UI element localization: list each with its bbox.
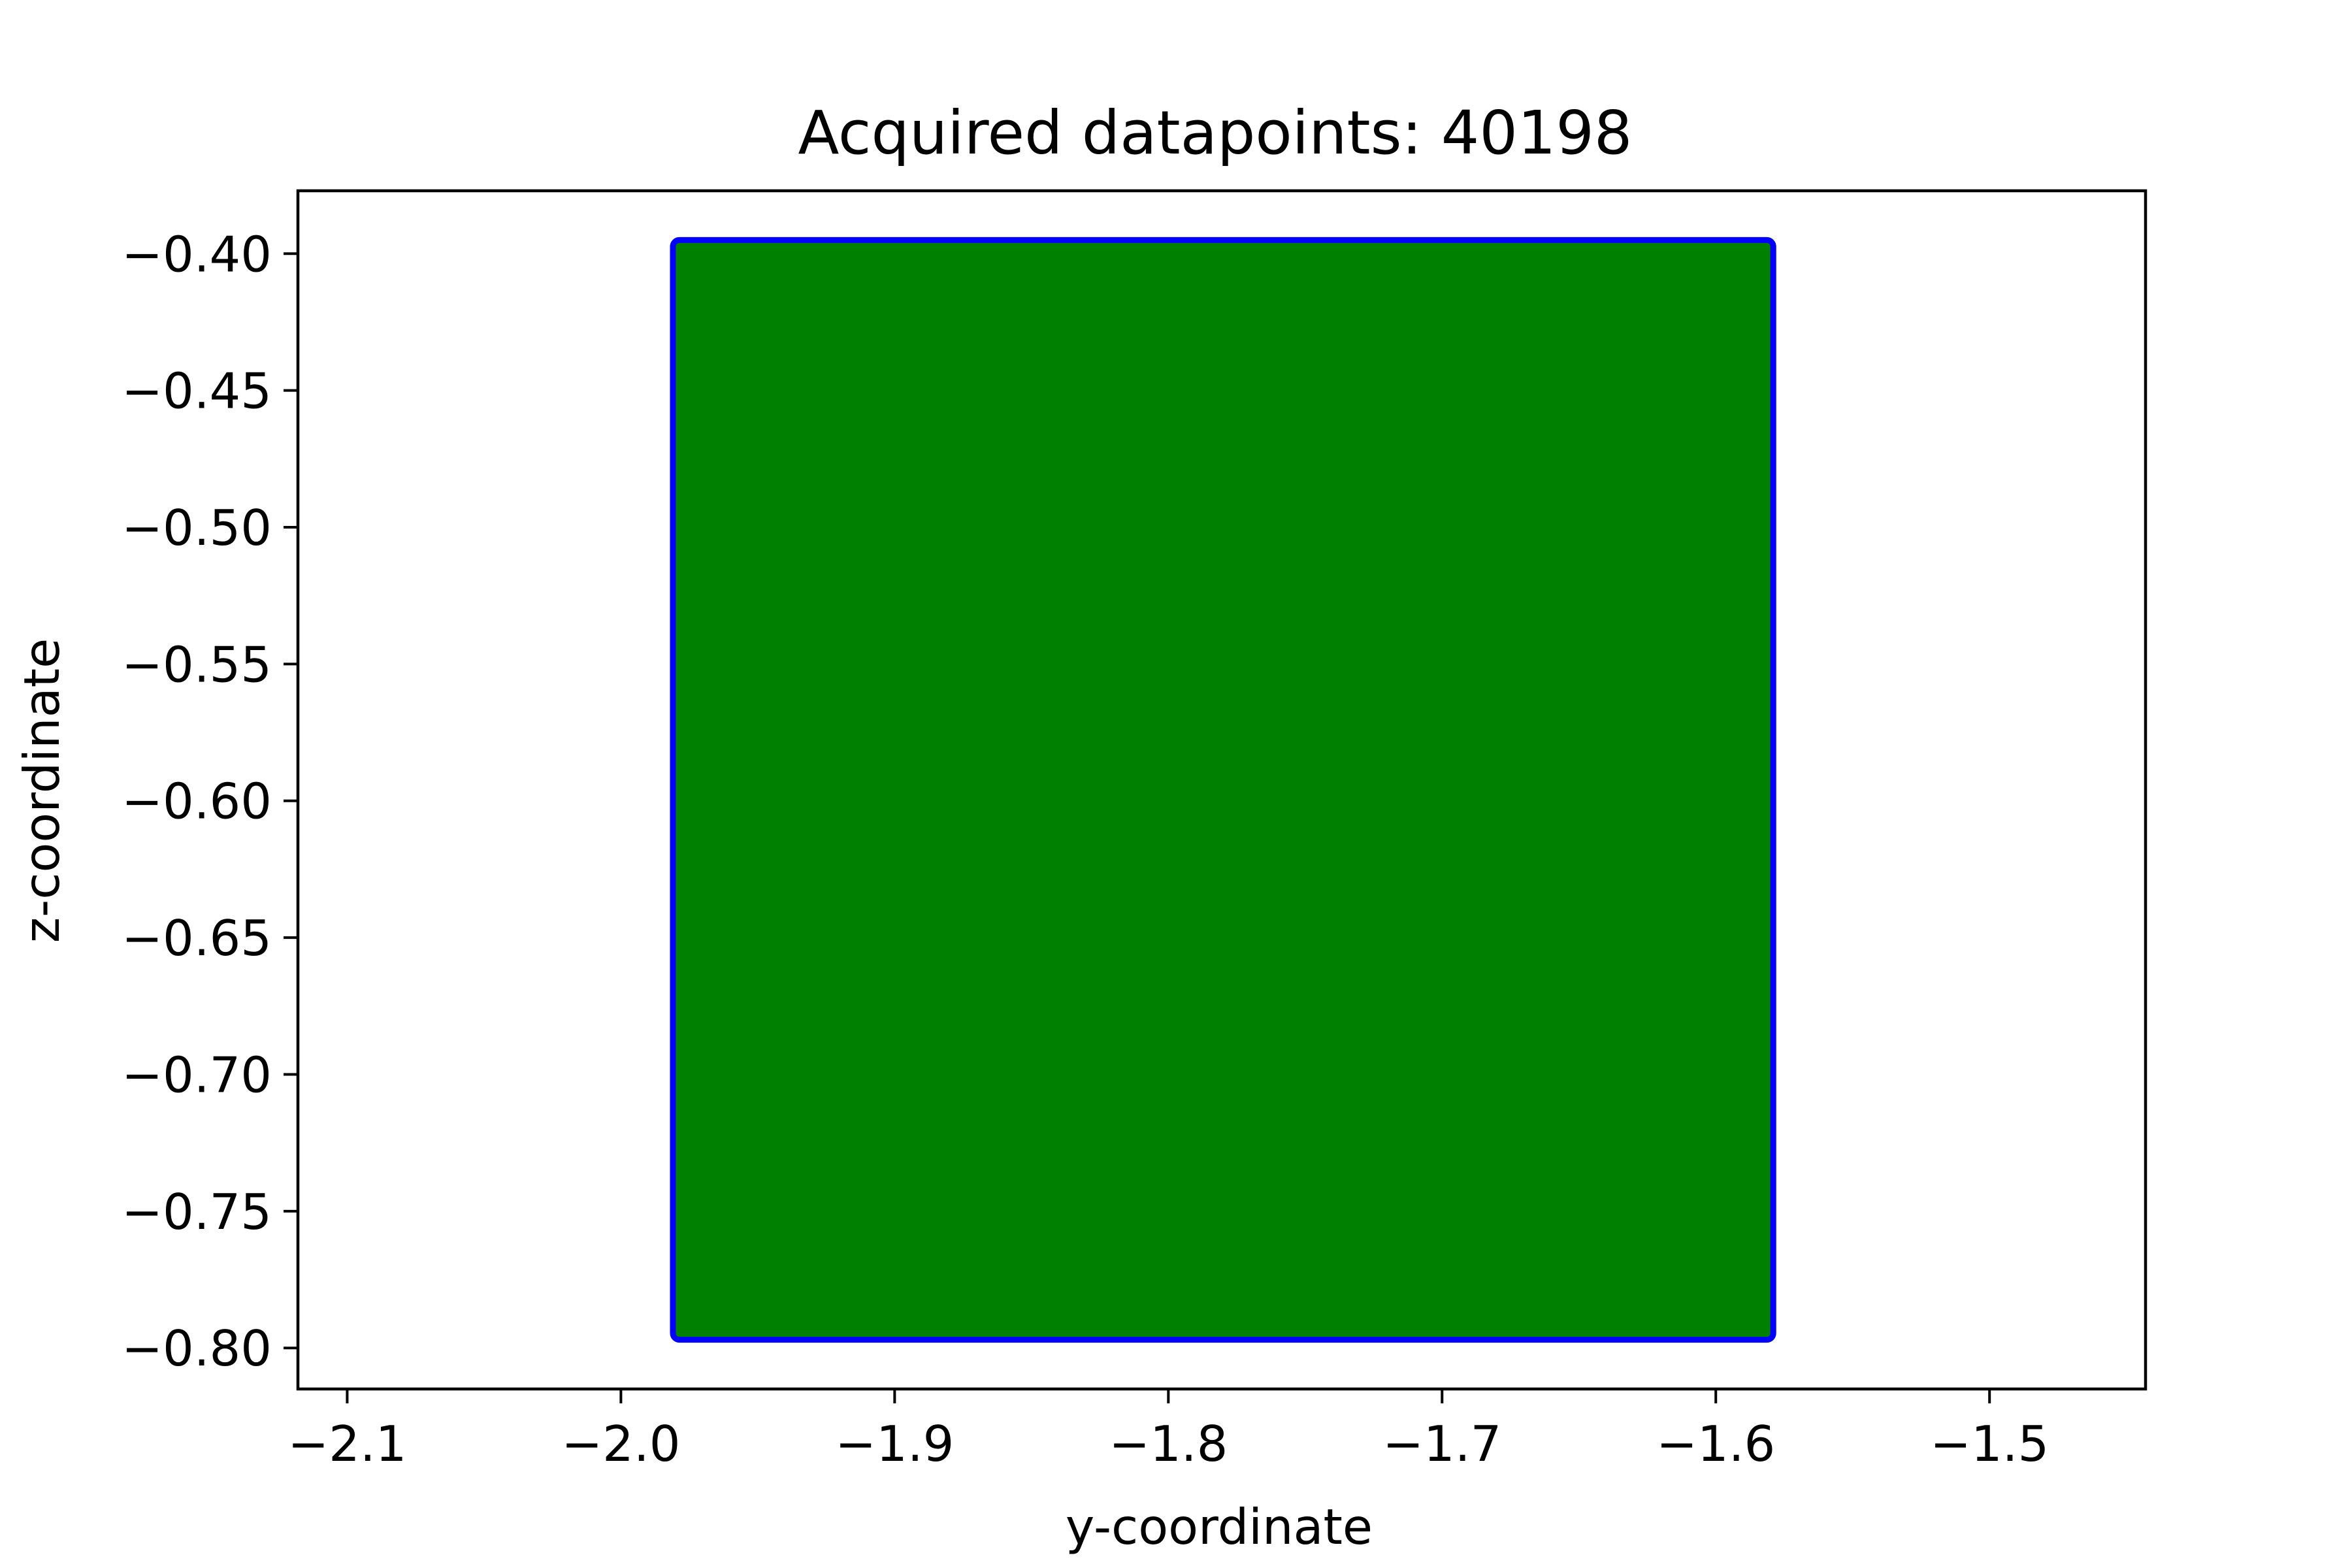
y-axis-label: z-coordinate bbox=[13, 638, 71, 943]
y-tick-label: −0.75 bbox=[122, 1183, 272, 1241]
y-tick-label: −0.45 bbox=[122, 363, 272, 420]
y-tick-label: −0.60 bbox=[122, 773, 272, 830]
x-tick-label: −1.9 bbox=[835, 1415, 954, 1473]
x-axis-ticks: −2.1 −2.0 −1.9 −1.8 −1.7 −1.6 −1.5 bbox=[287, 1389, 2049, 1473]
x-tick-label: −1.7 bbox=[1382, 1415, 1501, 1473]
series-boundary-points bbox=[670, 237, 1776, 1343]
y-tick-label: −0.55 bbox=[122, 636, 272, 693]
y-tick-label: −0.80 bbox=[122, 1320, 272, 1377]
x-tick-label: −1.5 bbox=[1930, 1415, 2049, 1473]
x-tick-label: −1.6 bbox=[1656, 1415, 1775, 1473]
y-tick-label: −0.50 bbox=[122, 499, 272, 557]
plot-area bbox=[670, 237, 1776, 1343]
x-tick-label: −2.0 bbox=[561, 1415, 680, 1473]
chart-title: Acquired datapoints: 40198 bbox=[798, 98, 1633, 168]
series-interior-points bbox=[676, 242, 1771, 1337]
x-tick-label: −1.8 bbox=[1109, 1415, 1228, 1473]
x-axis-label: y-coordinate bbox=[1066, 1498, 1373, 1556]
axes-frame bbox=[296, 189, 2148, 1391]
y-axis-ticks: −0.40 −0.45 −0.50 −0.55 −0.60 −0.65 −0.70 −0.75… bbox=[122, 225, 298, 1377]
y-tick-label: −0.40 bbox=[122, 225, 272, 283]
y-tick-label: −0.65 bbox=[122, 909, 272, 967]
x-tick-label: −2.1 bbox=[287, 1415, 406, 1473]
y-tick-label: −0.70 bbox=[122, 1046, 272, 1103]
